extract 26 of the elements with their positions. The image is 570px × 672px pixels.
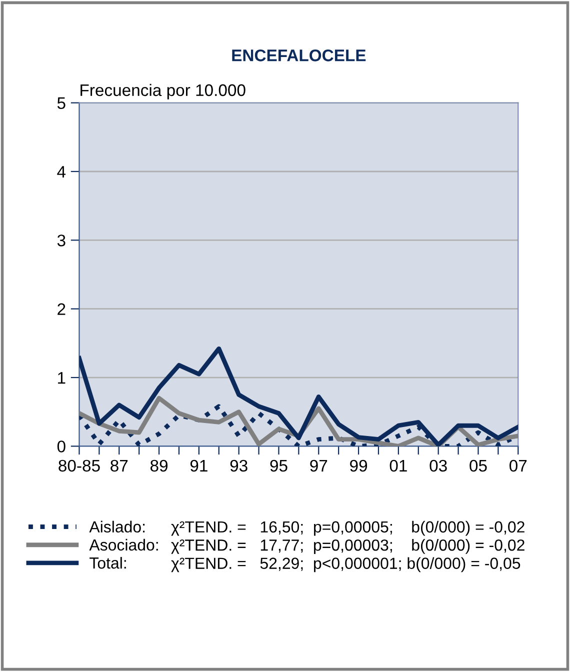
- text: χ²TEND. = 16,50; p=0,00005; b(0/000) = -0,02: [171, 520, 524, 536]
- x-tick-label: 97: [310, 460, 328, 472]
- x-tick-label: 91: [190, 460, 208, 472]
- text: χ²TEND. = 52,29; p<0,000001; b(0/000) = -0,05: [171, 557, 520, 572]
- x-tick-label: 95: [270, 460, 288, 472]
- x-tick-label: 01: [390, 460, 407, 472]
- y-tick-label: 1: [58, 372, 66, 384]
- x-tick-label: 87: [110, 460, 128, 472]
- x-tick-label: 93: [230, 460, 248, 472]
- x-tick-label: 05: [470, 460, 487, 472]
- y-tick-label: 5: [57, 97, 66, 110]
- legend-label: Aislado:: [89, 520, 145, 533]
- x-tick-label: 03: [430, 460, 447, 472]
- legend-label: Asociado:: [89, 538, 158, 551]
- chart-title: ENCEFALOCELE: [232, 50, 366, 62]
- legend-label: Total:: [90, 556, 126, 569]
- y-tick-label: 2: [58, 303, 66, 315]
- text: χ²TEND. = 17,77; p=0,00003; b(0/000) = -0,02: [171, 539, 524, 554]
- y-tick-label: 4: [57, 166, 66, 178]
- y-tick-label: 3: [57, 234, 66, 246]
- x-tick-label: 07: [510, 460, 527, 472]
- y-tick-label: 0: [57, 440, 66, 452]
- x-tick-label: 99: [350, 460, 368, 472]
- x-tick-label: 80-85: [58, 460, 100, 472]
- y-axis-title: Frecuencia por 10.000: [80, 84, 246, 100]
- x-tick-label: 89: [150, 460, 168, 472]
